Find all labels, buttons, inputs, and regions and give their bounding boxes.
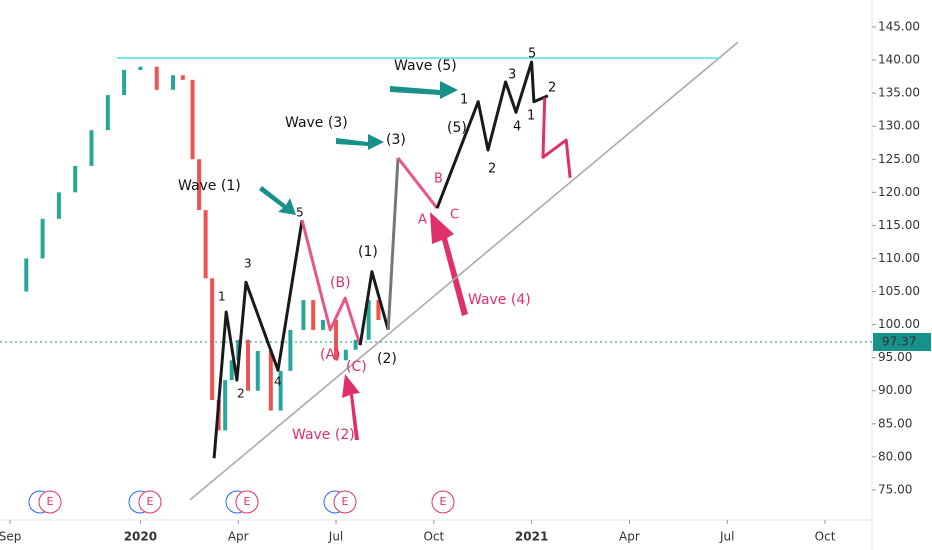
annotation: 3 [508, 68, 516, 83]
annotation: A [418, 213, 427, 228]
annotation: Wave (4) [468, 292, 531, 308]
annotation: 2 [237, 387, 245, 401]
current-price-box [873, 332, 931, 351]
arrow [336, 134, 384, 150]
x-tick-label: Apr [619, 530, 640, 544]
wave-line [396, 156, 439, 210]
event-earnings [138, 490, 162, 514]
y-tick-label: 80.00 [878, 449, 912, 463]
annotation: C [450, 208, 459, 223]
y-tick-label: 110.00 [878, 251, 920, 265]
event-earnings [333, 490, 357, 514]
wave-line [386, 157, 400, 330]
x-tick-label: Jul [719, 530, 734, 544]
annotation: Wave (5) [394, 58, 457, 74]
wave-line [189, 41, 739, 501]
annotation: 4 [513, 120, 521, 135]
annotation: (2) [377, 351, 397, 367]
wave-line [541, 97, 572, 178]
y-tick-label: 130.00 [878, 119, 920, 133]
annotation: 1 [460, 93, 468, 108]
annotation: 2 [488, 162, 496, 177]
annotation: (5) [447, 120, 467, 136]
event-earnings [38, 490, 62, 514]
x-tick-label: 2020 [124, 530, 157, 544]
wave-line [212, 219, 304, 459]
wave-line [435, 60, 549, 209]
x-tick-label: Oct [815, 530, 836, 544]
annotation: (1) [358, 244, 378, 260]
current-price-label: 97.37 [882, 334, 916, 348]
wave-line [358, 270, 390, 346]
arrow [390, 81, 458, 99]
annotation: 5 [528, 47, 536, 62]
x-tick-label: Jul [328, 530, 343, 544]
y-tick-label: 105.00 [878, 284, 920, 298]
x-tick-label: Sep [0, 530, 21, 544]
annotation: 2 [548, 81, 556, 96]
y-tick-label: 100.00 [878, 317, 920, 331]
annotation: B [434, 172, 443, 187]
y-tick-label: 85.00 [878, 416, 912, 430]
event-label: E [342, 495, 349, 508]
event-label: E [47, 495, 54, 508]
y-tick-label: 140.00 [878, 53, 920, 67]
y-tick-label: 95.00 [878, 350, 912, 364]
annotation: (B) [330, 275, 351, 291]
y-tick-label: 125.00 [878, 152, 920, 166]
event-label: E [440, 495, 447, 508]
annotation: 1 [218, 290, 226, 304]
arrow [259, 186, 296, 215]
annotation: (3) [386, 132, 406, 148]
annotation: 5 [296, 206, 304, 220]
x-tick-label: 2021 [515, 530, 548, 544]
annotation: Wave (3) [285, 115, 348, 131]
event-earnings [235, 490, 259, 514]
y-tick-label: 75.00 [878, 482, 912, 496]
wave-line [300, 219, 362, 346]
arrow [430, 212, 468, 316]
x-tick-label: Apr [228, 530, 249, 544]
arrows [0, 41, 872, 501]
event-earnings [431, 490, 455, 514]
y-tick-label: 145.00 [878, 19, 920, 33]
annotation: (C) [346, 359, 367, 375]
y-tick-label: 120.00 [878, 185, 920, 199]
annotation: 3 [244, 257, 252, 271]
x-tick-label: Oct [423, 530, 444, 544]
annotation: 4 [274, 375, 282, 389]
y-tick-label: 115.00 [878, 218, 920, 232]
annotation: 1 [527, 109, 535, 124]
annotation: (A) [320, 347, 341, 363]
y-tick-label: 135.00 [878, 86, 920, 100]
arrow [342, 374, 360, 440]
annotation: Wave (1) [178, 178, 241, 194]
annotation: Wave (2) [292, 427, 355, 443]
event-label: E [244, 495, 251, 508]
y-tick-label: 90.00 [878, 383, 912, 397]
event-label: E [147, 495, 154, 508]
